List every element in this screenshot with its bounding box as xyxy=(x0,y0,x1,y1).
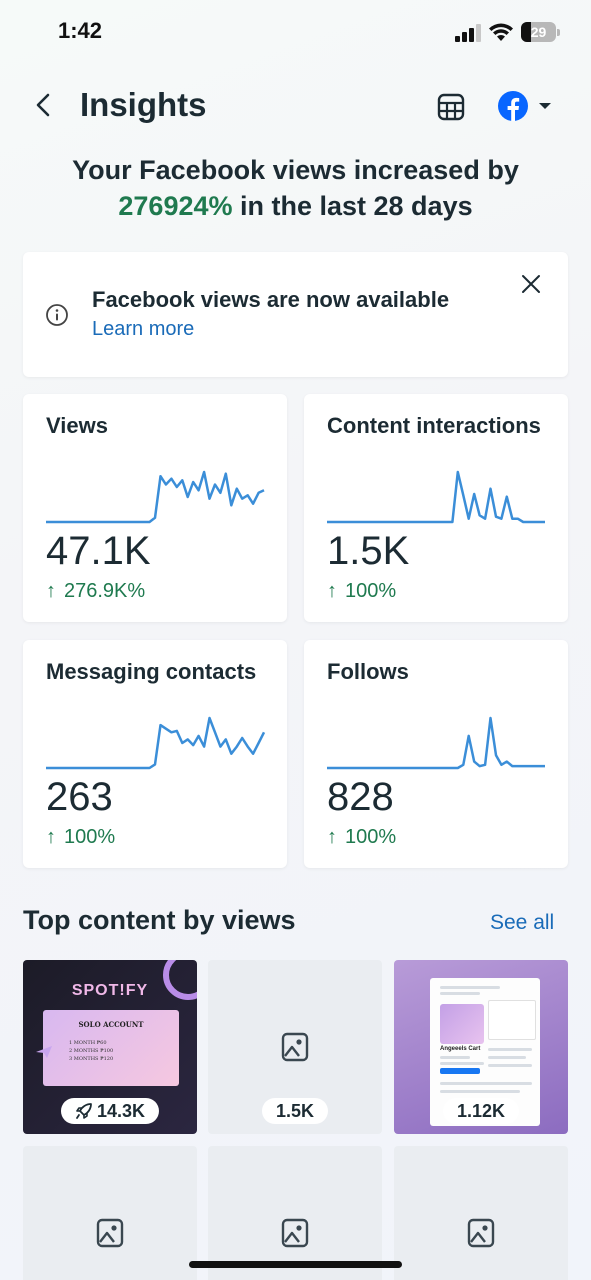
card-value: 263 xyxy=(46,775,113,819)
arrow-up-icon: ↑ xyxy=(327,580,337,602)
card-title: Follows xyxy=(327,659,409,684)
card-value: 47.1K xyxy=(46,529,151,573)
info-banner: Facebook views are now available Learn m… xyxy=(23,252,568,377)
table-icon[interactable] xyxy=(436,92,466,122)
top-content-title: Top content by views xyxy=(23,905,296,935)
card-change-value: 100% xyxy=(64,826,116,848)
learn-more-link[interactable]: Learn more xyxy=(92,318,195,340)
views-pill: 1.12K xyxy=(442,1098,520,1124)
card-change: ↑ 100% xyxy=(46,826,115,849)
arrow-up-icon: ↑ xyxy=(46,580,56,602)
card-change-value: 100% xyxy=(345,580,397,602)
back-arrow-icon xyxy=(36,93,50,117)
thumbnail-price-row: 2 MONTHS ₱100 xyxy=(69,1048,114,1054)
image-icon xyxy=(467,1218,495,1248)
image-icon xyxy=(281,1032,309,1062)
content-thumbnail[interactable]: SPOT!FY SOLO ACCOUNT 1 MONTH ₱60 2 MONTH… xyxy=(23,960,197,1134)
arrow-up-icon: ↑ xyxy=(327,826,337,848)
thumbnail-avatar xyxy=(440,1004,484,1044)
card-change-value: 100% xyxy=(345,826,397,848)
image-icon xyxy=(281,1218,309,1248)
thumbnail-heading: SOLO ACCOUNT xyxy=(78,1020,144,1029)
content-thumbnail[interactable] xyxy=(23,1146,197,1280)
views-count: 1.12K xyxy=(456,1101,506,1121)
sparkline-path xyxy=(327,716,545,770)
back-button[interactable] xyxy=(28,90,58,120)
views-count: 14.3K xyxy=(96,1101,146,1121)
paper-plane-icon xyxy=(36,1046,52,1058)
arrow-up-icon: ↑ xyxy=(46,826,56,848)
battery-level: 29 xyxy=(530,24,547,40)
summary-percentage: 276924% xyxy=(118,191,233,221)
sparkline-path xyxy=(46,716,266,770)
sparkline-path xyxy=(327,470,545,524)
summary-line1: Your Facebook views increased by xyxy=(72,155,519,185)
metric-card-messaging-contacts[interactable]: Messaging contacts 263 ↑ 100% xyxy=(23,640,287,868)
thumbnail-price-row: 3 MONTHS ₱120 xyxy=(69,1056,114,1062)
thumbnail-brand: SPOT!FY xyxy=(71,982,149,999)
image-icon xyxy=(96,1218,124,1248)
wifi-icon xyxy=(489,23,513,41)
card-title: Messaging contacts xyxy=(46,659,257,684)
caret-down-icon xyxy=(539,103,551,109)
close-icon[interactable] xyxy=(519,272,543,296)
content-thumbnail[interactable] xyxy=(208,1146,382,1280)
status-bar: 1:42 29 xyxy=(0,0,591,64)
metric-card-content-interactions[interactable]: Content interactions 1.5K ↑ 100% xyxy=(304,394,568,622)
content-thumbnail[interactable] xyxy=(394,1146,568,1280)
thumbnail-page-name: Angeeels Cart xyxy=(440,1046,481,1052)
metric-card-views[interactable]: Views 47.1K ↑ 276.9K% xyxy=(23,394,287,622)
card-change: ↑ 100% xyxy=(327,580,396,603)
thumbnail-price-row: 1 MONTH ₱60 xyxy=(69,1040,107,1046)
card-value: 1.5K xyxy=(327,529,410,573)
status-time: 1:42 xyxy=(58,18,103,43)
rocket-icon xyxy=(76,1103,92,1119)
card-value: 828 xyxy=(327,775,394,819)
home-indicator[interactable] xyxy=(189,1261,402,1268)
views-pill: 14.3K xyxy=(60,1098,160,1124)
banner-title: Facebook views are now available xyxy=(92,287,450,312)
content-thumbnail[interactable]: 1.5K xyxy=(208,960,382,1134)
content-interactions-sparkline xyxy=(327,470,545,524)
decorative-ring xyxy=(163,960,197,1000)
card-change: ↑ 100% xyxy=(327,826,396,849)
thumbnail-price-panel: SOLO ACCOUNT 1 MONTH ₱60 2 MONTHS ₱100 3… xyxy=(43,1010,179,1086)
card-change: ↑ 276.9K% xyxy=(46,580,145,603)
content-thumbnail[interactable]: Angeeels Cart 1.12K xyxy=(394,960,568,1134)
views-summary: Your Facebook views increased by 276924%… xyxy=(0,152,591,224)
card-title: Content interactions xyxy=(327,413,541,438)
follows-sparkline xyxy=(327,716,545,770)
metric-card-follows[interactable]: Follows 828 ↑ 100% xyxy=(304,640,568,868)
views-sparkline xyxy=(46,470,265,524)
facebook-icon xyxy=(498,91,528,121)
page-title: Insights xyxy=(80,86,207,123)
see-all-link[interactable]: See all xyxy=(490,911,555,934)
summary-period: in the last 28 days xyxy=(232,191,473,221)
info-icon xyxy=(46,304,68,326)
views-pill: 1.5K xyxy=(261,1098,329,1124)
card-title: Views xyxy=(46,413,108,438)
views-count: 1.5K xyxy=(275,1101,315,1121)
sparkline-path xyxy=(46,470,265,524)
app-header: Insights xyxy=(0,80,591,132)
account-switcher-button[interactable] xyxy=(497,90,557,122)
battery-icon: 29 xyxy=(521,22,561,42)
cellular-signal-icon xyxy=(455,24,481,42)
messaging-contacts-sparkline xyxy=(46,716,266,770)
card-change-value: 276.9K% xyxy=(64,580,146,602)
